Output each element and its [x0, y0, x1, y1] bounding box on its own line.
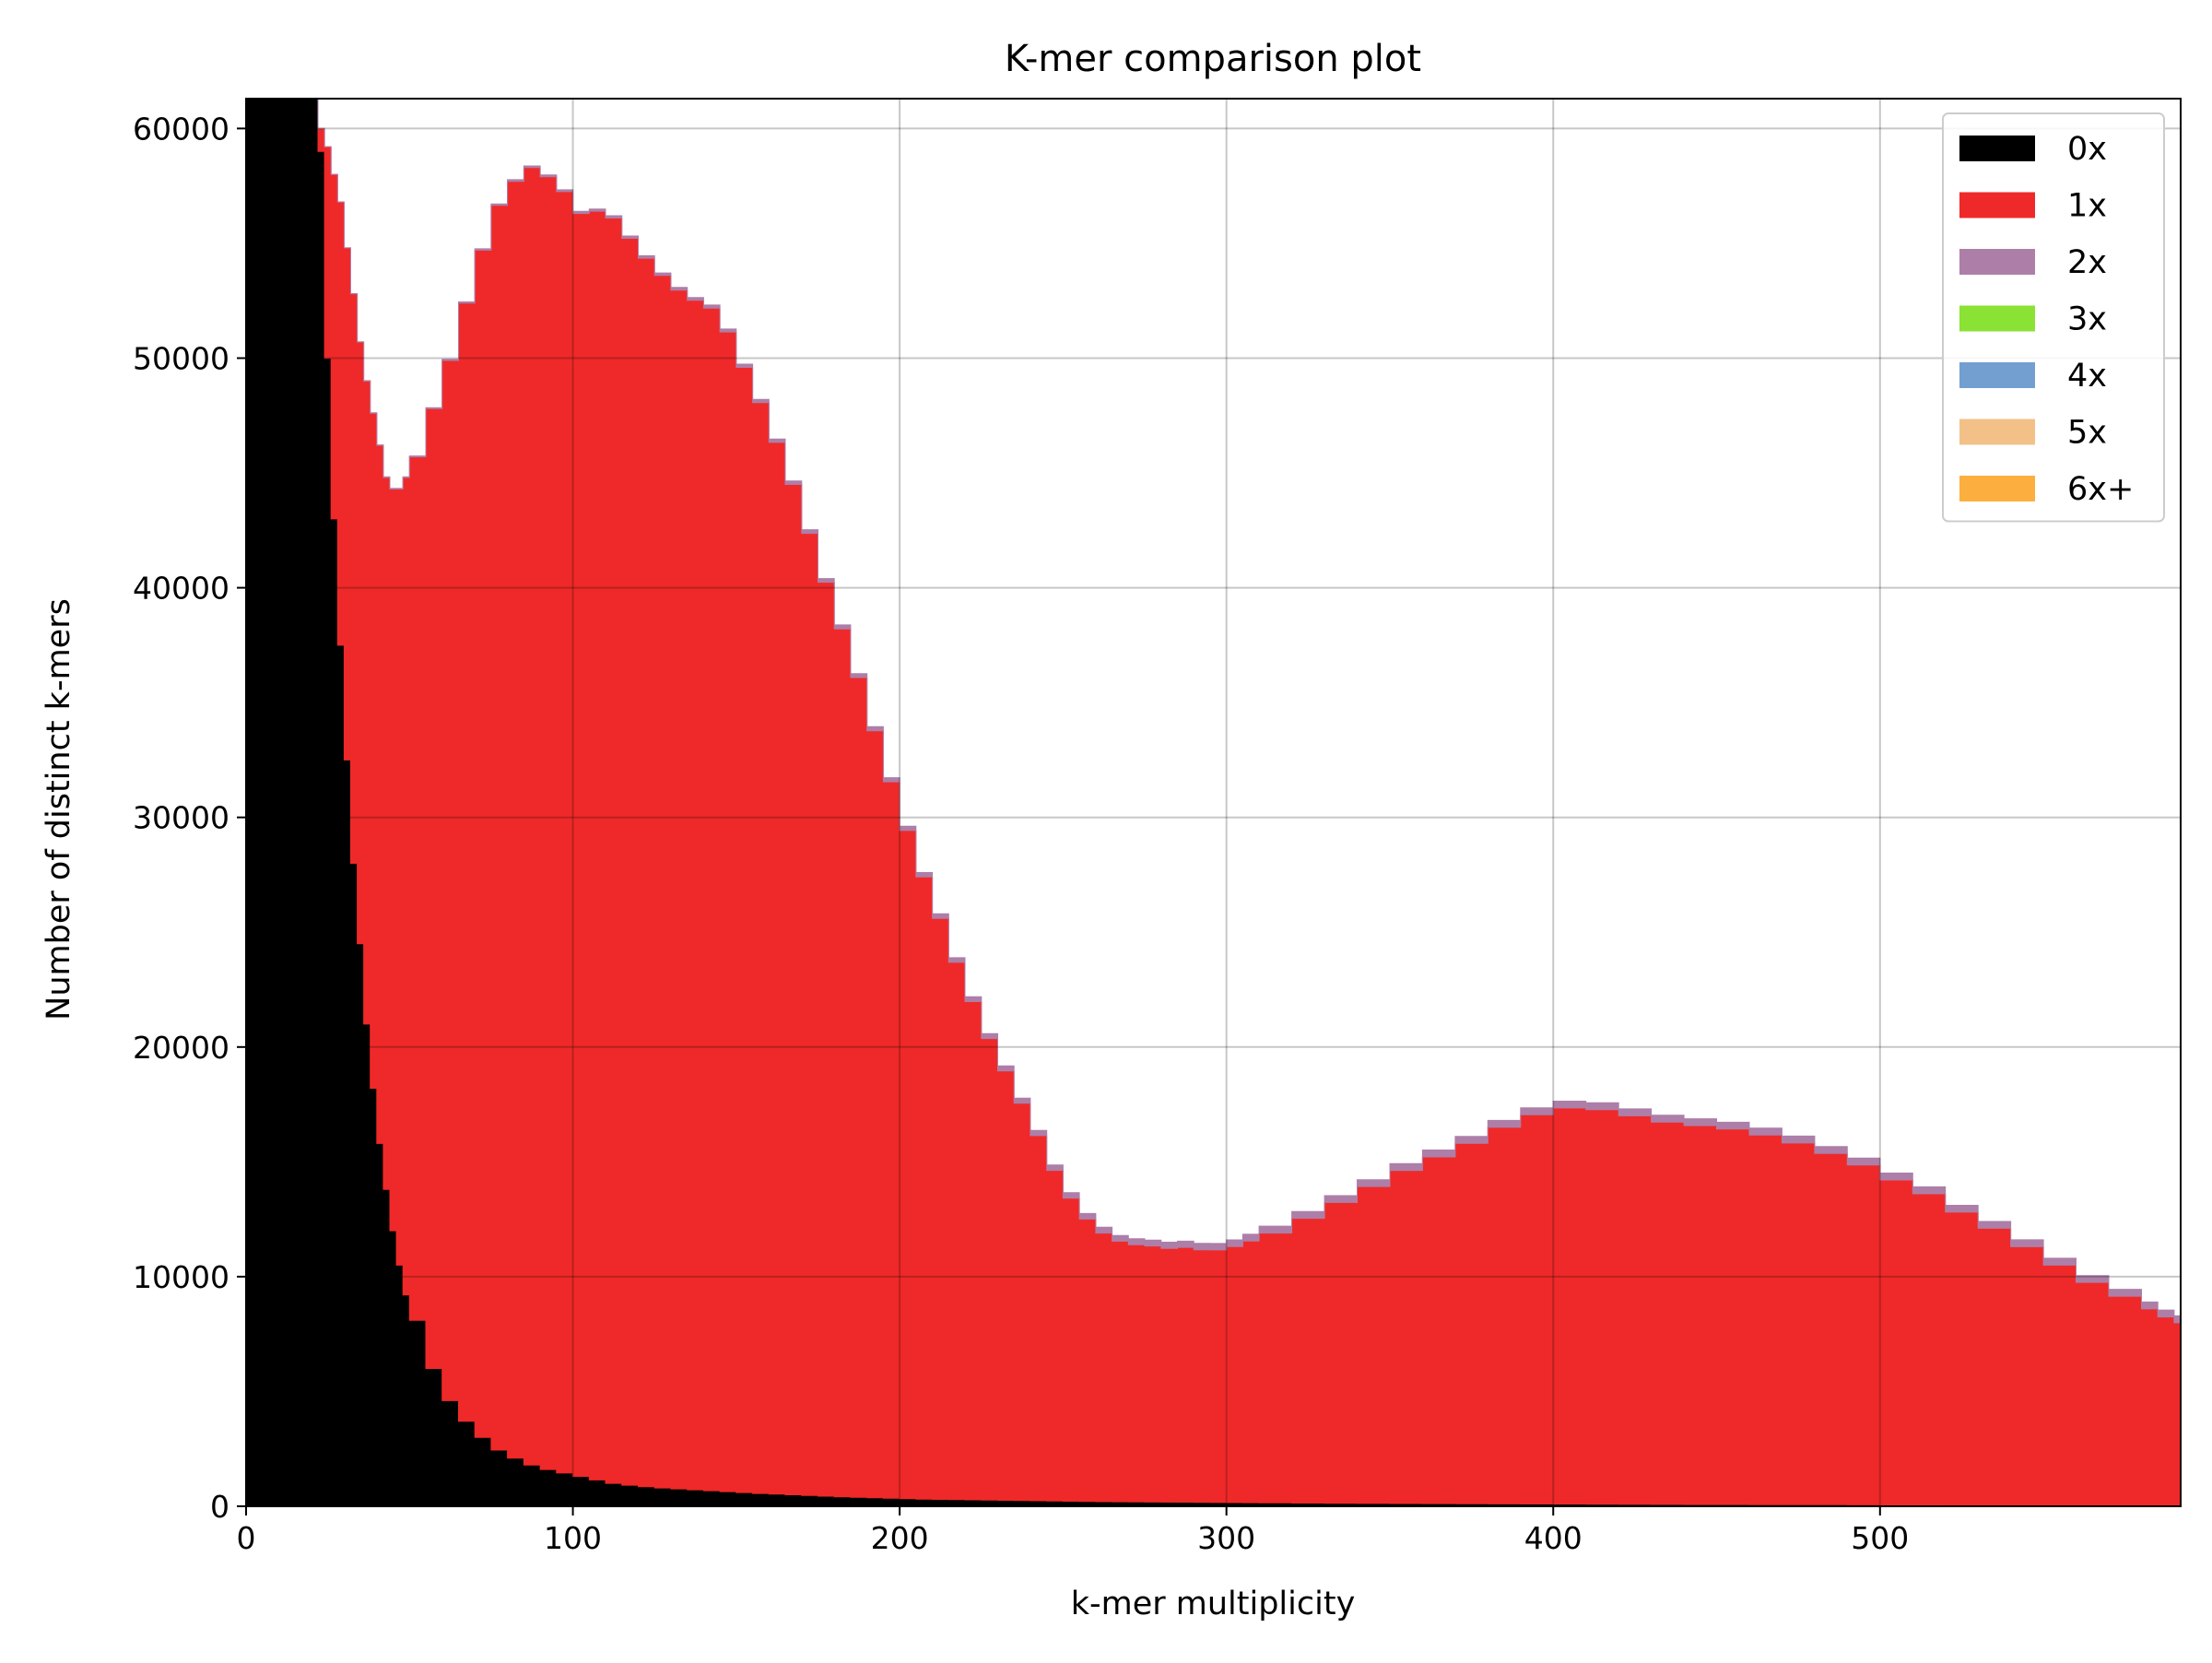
legend-label: 6x+: [2067, 471, 2134, 508]
legend-swatch: [1959, 305, 2035, 332]
legend-swatch: [1959, 476, 2035, 501]
x-tick-label: 0: [237, 1520, 256, 1556]
x-tick-label: 100: [544, 1520, 602, 1556]
series-area-2x: [246, 99, 2181, 1326]
chart-title: K-mer comparison plot: [1005, 38, 1421, 80]
y-axis-label: Number of distinct k-mers: [41, 598, 77, 1020]
legend-label: 0x: [2067, 131, 2107, 168]
plot-frame: [245, 98, 2182, 1507]
y-tick-label: 0: [210, 1489, 229, 1525]
legend-label: 2x: [2067, 244, 2107, 281]
y-tick-label: 20000: [133, 1030, 229, 1066]
plot-areas: [246, 99, 2181, 1506]
legend-swatch: [1959, 362, 2035, 388]
legend: 0x 1x 2x 3x 4x 5x 6x+: [1942, 112, 2165, 523]
x-tick-label: 400: [1524, 1520, 1583, 1556]
legend-swatch: [1959, 192, 2035, 218]
legend-label: 1x: [2067, 188, 2107, 225]
x-tick-label: 300: [1197, 1520, 1255, 1556]
legend-swatch: [1959, 249, 2035, 275]
legend-swatch: [1959, 419, 2035, 445]
y-tick-label: 30000: [133, 800, 229, 836]
legend-label: 4x: [2067, 358, 2107, 395]
x-tick-label: 200: [871, 1520, 929, 1556]
legend-swatch: [1959, 136, 2035, 161]
x-axis-ticks: 0 100 200 300 400 500: [237, 1506, 1909, 1556]
y-tick-label: 10000: [133, 1259, 229, 1295]
x-axis-label: k-mer multiplicity: [1071, 1586, 1356, 1622]
x-tick-label: 500: [1851, 1520, 1909, 1556]
legend-label: 3x: [2067, 301, 2107, 338]
legend-label: 5x: [2067, 415, 2107, 452]
y-tick-label: 40000: [133, 571, 229, 607]
y-tick-label: 60000: [133, 111, 229, 147]
y-tick-label: 50000: [133, 340, 229, 376]
y-axis-ticks: 0 10000 20000 30000 40000 50000 60000: [133, 111, 246, 1525]
